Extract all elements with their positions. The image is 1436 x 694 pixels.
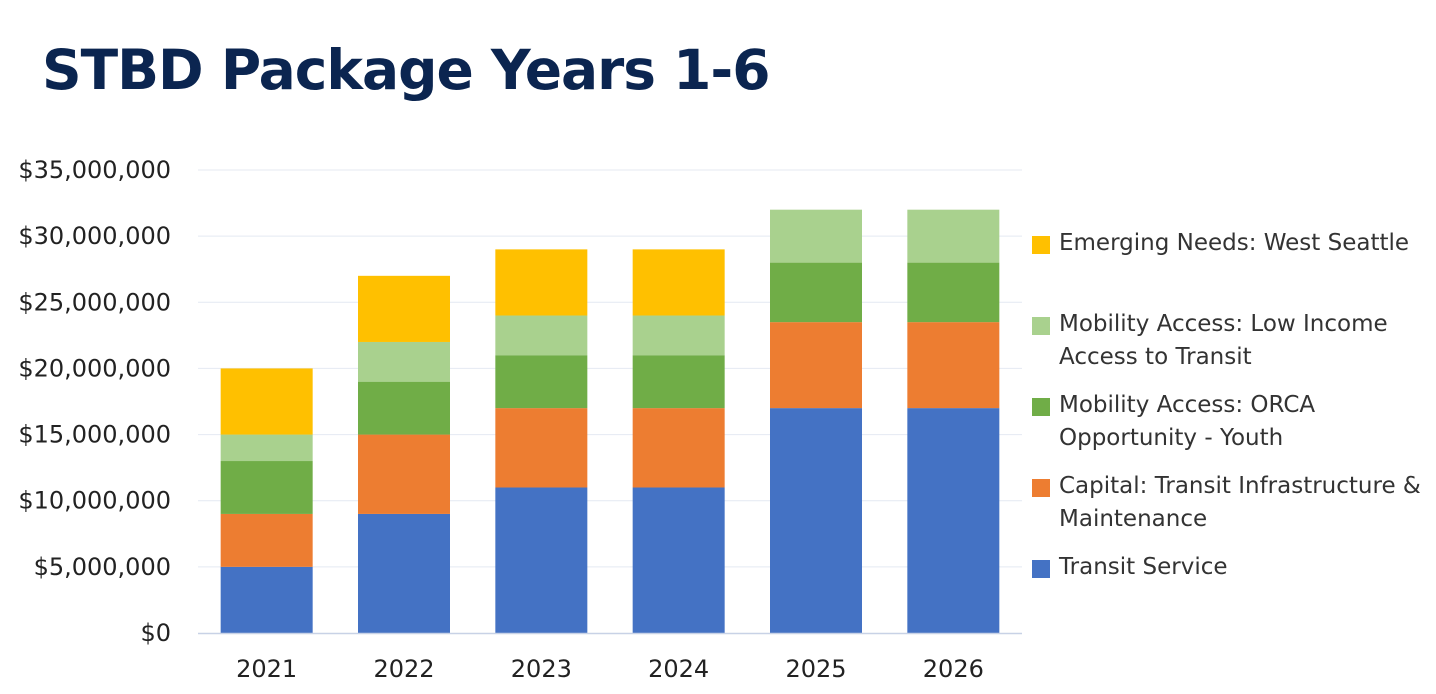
- bar-segment: [632, 249, 725, 316]
- y-tick-label: $35,000,000: [18, 156, 171, 184]
- bar-segment: [632, 408, 725, 488]
- legend-label: Capital: Transit Infrastructure & Mainten…: [1059, 470, 1421, 536]
- legend-swatch: [1032, 560, 1050, 578]
- gridlines: [198, 169, 1022, 568]
- legend-item: Mobility Access: Low Income Access to Tra…: [1032, 311, 1388, 374]
- bar-segment: [770, 322, 862, 409]
- x-tick-label: 2021: [236, 655, 297, 683]
- bar-segment: [495, 355, 588, 409]
- x-tick-label: 2024: [648, 655, 709, 683]
- legend-label-line: Maintenance: [1059, 506, 1208, 532]
- legend-label-line: Emerging Needs: West Seattle: [1059, 230, 1410, 256]
- legend-swatch: [1032, 236, 1050, 254]
- bar-segment: [220, 434, 313, 462]
- bar-segment: [220, 461, 313, 514]
- y-tick-label: $30,000,000: [18, 222, 171, 250]
- bar-segment: [907, 322, 1000, 409]
- page-title: STBD Package Years 1-6: [42, 38, 770, 102]
- legend-item: Emerging Needs: West Seattle: [1032, 230, 1409, 260]
- legend-label-line: Access to Transit: [1059, 344, 1252, 370]
- y-tick-label: $20,000,000: [18, 354, 171, 382]
- y-tick-label: $0: [140, 619, 171, 647]
- bar-segment: [770, 408, 862, 633]
- bar-segment: [632, 315, 725, 356]
- legend-label-line: Mobility Access: ORCA: [1059, 392, 1316, 418]
- bar-segment: [495, 315, 588, 356]
- x-tick-label: 2022: [373, 655, 434, 683]
- y-tick-label: $5,000,000: [34, 553, 171, 581]
- bar-segment: [907, 408, 1000, 633]
- bar-segment: [358, 381, 450, 435]
- bar-segment: [907, 209, 1000, 263]
- legend-label-line: Capital: Transit Infrastructure &: [1059, 473, 1421, 499]
- x-tick-label: 2023: [511, 655, 572, 683]
- legend-item: Transit Service: [1032, 554, 1228, 584]
- bar-segment: [358, 341, 450, 382]
- x-tick-label: 2025: [785, 655, 846, 683]
- axes: $0 $5,000,000 $10,000,000 $15,000,000 $20,00…: [18, 156, 1022, 683]
- legend-label-line: Transit Service: [1059, 554, 1228, 580]
- legend-swatch: [1032, 317, 1050, 335]
- bar-segment: [220, 368, 313, 435]
- bar-segment: [495, 249, 588, 316]
- x-tick-label: 2026: [923, 655, 984, 683]
- legend-swatch: [1032, 479, 1050, 497]
- legend-item: Mobility Access: ORCA Opportunity - Youth: [1032, 392, 1315, 455]
- legend-label: Transit Service: [1059, 551, 1228, 584]
- y-tick-label: $10,000,000: [18, 487, 171, 515]
- bar-segment: [495, 487, 588, 633]
- bar-segment: [632, 487, 725, 633]
- bars: [220, 209, 1000, 633]
- legend-label-line: Mobility Access: Low Income: [1059, 311, 1388, 337]
- legend-swatch: [1032, 398, 1050, 416]
- bar-segment: [220, 513, 313, 567]
- legend-label: Mobility Access: Low Income Access to Tra…: [1059, 308, 1388, 374]
- bar-segment: [770, 209, 862, 263]
- bar-segment: [358, 275, 450, 342]
- bar-segment: [358, 513, 450, 633]
- bar-segment: [770, 262, 862, 323]
- y-tick-label: $25,000,000: [18, 288, 171, 316]
- bar-segment: [495, 408, 588, 488]
- y-tick-label: $15,000,000: [18, 421, 171, 449]
- bar-segment: [358, 434, 450, 514]
- legend-label-line: Opportunity - Youth: [1059, 425, 1284, 451]
- bar-segment: [220, 566, 313, 633]
- legend-item: Capital: Transit Infrastructure & Mainten…: [1032, 473, 1421, 536]
- bar-segment: [632, 355, 725, 409]
- legend-label: Emerging Needs: West Seattle: [1059, 227, 1409, 260]
- bar-segment: [907, 262, 1000, 323]
- legend: Emerging Needs: West Seattle Mobility Acc…: [1032, 0, 1432, 694]
- legend-label: Mobility Access: ORCA Opportunity - Youth: [1059, 389, 1315, 455]
